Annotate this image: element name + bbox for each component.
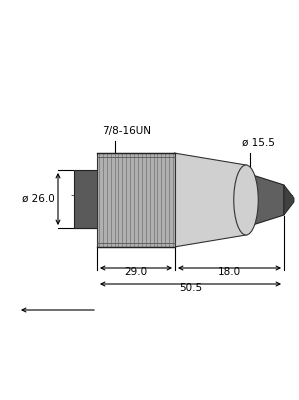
Text: 18.0: 18.0 [218, 267, 241, 277]
Polygon shape [284, 185, 294, 215]
Ellipse shape [234, 165, 258, 235]
Polygon shape [243, 172, 284, 228]
Text: 29.0: 29.0 [124, 267, 148, 277]
Polygon shape [97, 153, 175, 247]
Text: 50.5: 50.5 [179, 283, 202, 293]
Text: ø 26.0: ø 26.0 [22, 194, 55, 204]
Polygon shape [174, 153, 246, 247]
Text: ø 15.5: ø 15.5 [242, 138, 275, 148]
Polygon shape [74, 170, 98, 228]
Text: 7/8-16UN: 7/8-16UN [102, 126, 151, 136]
